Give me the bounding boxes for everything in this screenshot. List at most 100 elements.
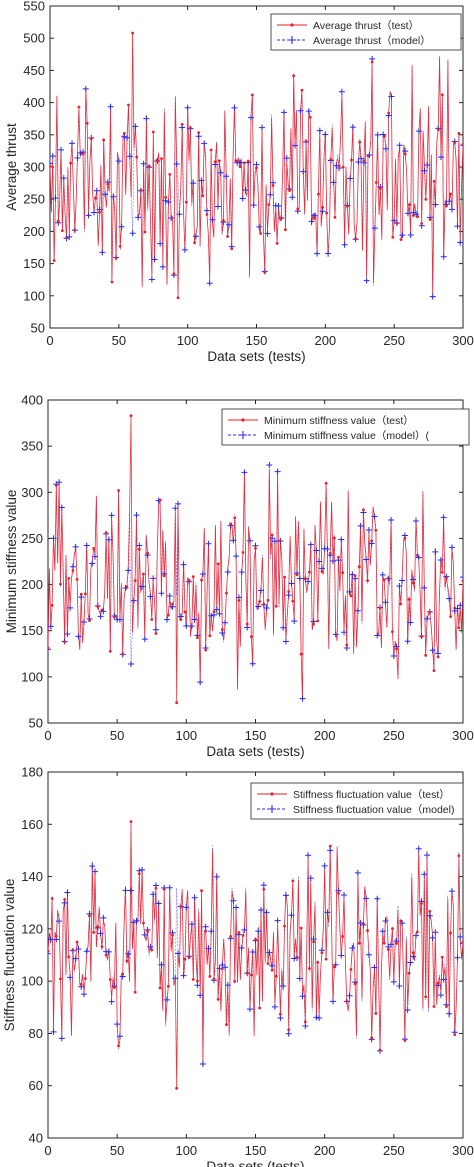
model-point (258, 906, 265, 913)
model-point (280, 624, 287, 631)
model-point (58, 1035, 65, 1042)
test-point (403, 1038, 407, 1042)
model-point (209, 216, 216, 223)
model-point (415, 845, 422, 852)
legend: Average thrust（test） Average thrust（model… (270, 13, 462, 51)
test-point (353, 982, 357, 986)
test-point (345, 204, 349, 208)
test-point (234, 159, 238, 163)
model-point (175, 950, 182, 957)
model-point (404, 1006, 411, 1013)
model-point (308, 218, 315, 225)
model-point (390, 978, 397, 985)
model-point (69, 563, 76, 570)
model-point (249, 948, 256, 955)
test-point (287, 590, 291, 594)
test-point (154, 886, 158, 890)
test-point (362, 508, 365, 512)
model-point (233, 904, 240, 911)
model-point (224, 982, 231, 989)
model-point (52, 195, 59, 202)
model-point (50, 153, 56, 160)
model-point (72, 955, 79, 962)
test-point (358, 140, 362, 144)
model-point (358, 155, 365, 162)
model-point (89, 863, 96, 870)
test-point (391, 235, 395, 239)
model-point (399, 232, 406, 239)
test-point (71, 948, 75, 952)
model-point (363, 895, 370, 902)
model-point (163, 616, 170, 623)
test-point (303, 1020, 307, 1024)
model-point (250, 202, 257, 209)
model-point (324, 545, 331, 552)
model-point (321, 862, 328, 869)
model-point (74, 155, 81, 162)
model-point (50, 535, 57, 542)
test-point (275, 241, 279, 245)
model-point (241, 469, 248, 476)
model-point (263, 604, 270, 611)
test-point (349, 968, 353, 971)
test-point (407, 203, 411, 207)
test-point (461, 579, 463, 583)
model-point (135, 214, 142, 221)
x-tick-label: 200 (314, 333, 336, 348)
test-point (217, 159, 221, 163)
test-point (436, 981, 440, 985)
test-point (328, 551, 332, 555)
test-point (245, 971, 249, 975)
test-point (183, 957, 187, 961)
model-point (143, 115, 150, 122)
model-point (150, 891, 157, 898)
model-point (460, 142, 463, 149)
model-point (172, 505, 179, 512)
model-point (256, 223, 263, 230)
model-point (64, 889, 71, 896)
test-point (204, 929, 208, 933)
test-point (387, 111, 391, 115)
legend-test-marker (270, 792, 274, 796)
test-point (196, 636, 199, 639)
test-point (171, 933, 174, 937)
model-point (67, 974, 74, 981)
test-point (137, 547, 141, 551)
test-point (279, 539, 282, 543)
test-point (108, 649, 112, 653)
model-point (82, 85, 89, 92)
test-point (108, 978, 112, 981)
x-tick-label: 0 (44, 1143, 51, 1158)
y-tick-label: 60 (29, 1078, 43, 1093)
test-point (337, 164, 341, 168)
x-tick-label: 250 (383, 1143, 405, 1158)
test-point (407, 971, 411, 975)
test-point (187, 956, 191, 959)
model-point (324, 909, 331, 916)
model-point (163, 996, 170, 1003)
x-tick-label: 300 (452, 1143, 474, 1158)
model-point (354, 869, 361, 876)
model-point (147, 593, 154, 600)
model-point (460, 574, 463, 581)
test-point (337, 891, 340, 895)
test-point (201, 194, 205, 198)
x-tick-label: 50 (110, 1143, 124, 1158)
test-point (279, 216, 283, 220)
test-point (299, 926, 303, 930)
x-axis-label: Data sets (tests) (206, 744, 304, 759)
model-point (330, 179, 337, 186)
model-point (296, 975, 303, 982)
legend-model-marker (239, 431, 247, 439)
model-point (157, 240, 164, 247)
test-point (63, 640, 66, 644)
test-point (366, 929, 369, 932)
model-point (322, 131, 329, 138)
test-point (407, 598, 411, 601)
test-point (125, 959, 129, 963)
model-point (69, 140, 76, 147)
x-tick-label: 50 (110, 728, 124, 743)
model-point (421, 167, 428, 174)
model-point (457, 602, 463, 609)
